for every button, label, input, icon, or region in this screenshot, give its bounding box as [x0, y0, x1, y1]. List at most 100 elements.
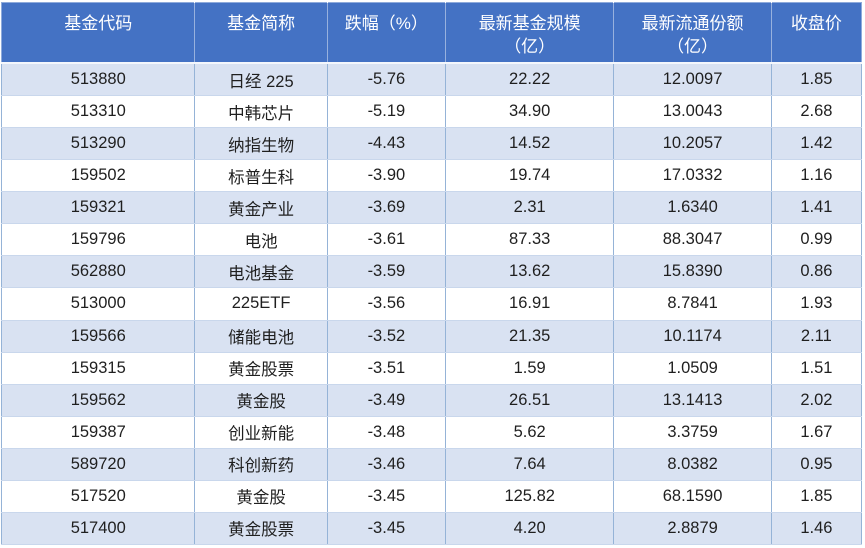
cell-decline-pct: -3.49 [326, 383, 447, 417]
cell-fund-code: 589720 [0, 447, 196, 481]
cell-fund-size: 4.20 [444, 511, 615, 546]
table-row: 513310 中韩芯片 -5.19 34.90 13.0043 2.68 [0, 95, 863, 129]
cell-fund-name: 黄金股票 [194, 351, 328, 385]
cell-circulating-shares: 13.0043 [613, 95, 772, 129]
cell-fund-code: 513310 [0, 95, 196, 129]
cell-fund-size: 5.62 [444, 415, 615, 449]
cell-fund-code: 562880 [0, 255, 196, 289]
cell-close-price: 0.86 [770, 255, 863, 289]
cell-fund-name: 储能电池 [194, 319, 328, 353]
cell-fund-code: 517520 [0, 479, 196, 513]
cell-circulating-shares: 12.0097 [613, 62, 772, 97]
cell-fund-name: 科创新药 [194, 447, 328, 481]
cell-circulating-shares: 15.8390 [613, 255, 772, 289]
table-row: 513290 纳指生物 -4.43 14.52 10.2057 1.42 [0, 127, 863, 161]
cell-decline-pct: -3.48 [326, 415, 447, 449]
column-header-fund-name: 基金简称 [194, 2, 328, 64]
cell-decline-pct: -5.19 [326, 95, 447, 129]
cell-circulating-shares: 17.0332 [613, 159, 772, 193]
cell-close-price: 2.11 [770, 319, 863, 353]
header-row: 基金代码 基金简称 跌幅（%） 最新基金规模 （亿） 最新流通份额 （亿） 收盘价 [1, 2, 862, 64]
cell-fund-size: 22.22 [444, 62, 615, 97]
cell-fund-size: 1.59 [444, 351, 615, 385]
cell-close-price: 0.99 [770, 223, 863, 257]
cell-close-price: 1.51 [770, 351, 863, 385]
column-header-circulating-shares: 最新流通份额 （亿） [613, 2, 772, 64]
cell-circulating-shares: 8.0382 [613, 447, 772, 481]
cell-circulating-shares: 1.6340 [613, 191, 772, 225]
cell-fund-name: 中韩芯片 [194, 95, 328, 129]
column-header-fund-code: 基金代码 [1, 2, 195, 64]
table-row: 159315 黄金股票 -3.51 1.59 1.0509 1.51 [0, 351, 863, 385]
cell-decline-pct: -3.56 [326, 287, 447, 321]
table-row: 159796 电池 -3.61 87.33 88.3047 0.99 [0, 223, 863, 257]
cell-decline-pct: -4.43 [326, 127, 447, 161]
table-row: 159321 黄金产业 -3.69 2.31 1.6340 1.41 [0, 191, 863, 225]
cell-fund-code: 159315 [0, 351, 196, 385]
cell-fund-name: 黄金股票 [194, 511, 328, 546]
cell-fund-code: 513880 [0, 62, 196, 97]
cell-close-price: 1.67 [770, 415, 863, 449]
cell-close-price: 1.85 [770, 62, 863, 97]
cell-fund-code: 159502 [0, 159, 196, 193]
cell-circulating-shares: 8.7841 [613, 287, 772, 321]
cell-decline-pct: -3.61 [326, 223, 447, 257]
cell-fund-size: 14.52 [444, 127, 615, 161]
cell-fund-name: 黄金股 [194, 479, 328, 513]
cell-fund-size: 19.74 [444, 159, 615, 193]
cell-fund-name: 电池基金 [194, 255, 328, 289]
cell-decline-pct: -3.69 [326, 191, 447, 225]
cell-fund-code: 159387 [0, 415, 196, 449]
cell-circulating-shares: 88.3047 [613, 223, 772, 257]
cell-close-price: 1.16 [770, 159, 863, 193]
column-header-close-price: 收盘价 [770, 2, 862, 64]
table-row: 159387 创业新能 -3.48 5.62 3.3759 1.67 [0, 415, 863, 449]
cell-fund-name: 黄金股 [194, 383, 328, 417]
cell-fund-code: 513000 [0, 287, 196, 321]
cell-decline-pct: -5.76 [326, 62, 447, 97]
cell-circulating-shares: 1.0509 [613, 351, 772, 385]
cell-decline-pct: -3.51 [326, 351, 447, 385]
cell-fund-size: 2.31 [444, 191, 615, 225]
cell-fund-size: 7.64 [444, 447, 615, 481]
cell-circulating-shares: 13.1413 [613, 383, 772, 417]
table-row: 513880 日经 225 -5.76 22.22 12.0097 1.85 [0, 62, 863, 97]
cell-fund-name: 黄金产业 [194, 191, 328, 225]
cell-fund-code: 159566 [0, 319, 196, 353]
cell-fund-size: 26.51 [444, 383, 615, 417]
table-row: 513000 225ETF -3.56 16.91 8.7841 1.93 [0, 287, 863, 321]
column-header-decline-pct: 跌幅（%） [326, 2, 446, 64]
cell-fund-size: 13.62 [444, 255, 615, 289]
cell-fund-size: 125.82 [444, 479, 615, 513]
cell-decline-pct: -3.45 [326, 511, 447, 546]
table-row: 589720 科创新药 -3.46 7.64 8.0382 0.95 [0, 447, 863, 481]
cell-fund-size: 34.90 [444, 95, 615, 129]
table-row: 517520 黄金股 -3.45 125.82 68.1590 1.85 [0, 479, 863, 513]
cell-fund-name: 创业新能 [194, 415, 328, 449]
table-row: 159562 黄金股 -3.49 26.51 13.1413 2.02 [0, 383, 863, 417]
cell-fund-size: 21.35 [444, 319, 615, 353]
cell-fund-code: 513290 [0, 127, 196, 161]
cell-fund-size: 16.91 [444, 287, 615, 321]
cell-decline-pct: -3.45 [326, 479, 447, 513]
cell-fund-name: 225ETF [194, 287, 328, 321]
cell-decline-pct: -3.52 [326, 319, 447, 353]
cell-close-price: 1.42 [770, 127, 863, 161]
cell-decline-pct: -3.59 [326, 255, 447, 289]
cell-fund-code: 517400 [0, 511, 196, 546]
table-row: 159502 标普生科 -3.90 19.74 17.0332 1.16 [0, 159, 863, 193]
cell-fund-size: 87.33 [444, 223, 615, 257]
cell-circulating-shares: 10.1174 [613, 319, 772, 353]
cell-close-price: 2.68 [770, 95, 863, 129]
table-body: 513880 日经 225 -5.76 22.22 12.0097 1.85 513310 中… [0, 62, 863, 546]
cell-fund-name: 电池 [194, 223, 328, 257]
cell-close-price: 1.41 [770, 191, 863, 225]
cell-fund-code: 159562 [0, 383, 196, 417]
cell-close-price: 1.46 [770, 511, 863, 546]
cell-decline-pct: -3.46 [326, 447, 447, 481]
cell-close-price: 1.93 [770, 287, 863, 321]
cell-circulating-shares: 2.8879 [613, 511, 772, 546]
cell-fund-name: 标普生科 [194, 159, 328, 193]
